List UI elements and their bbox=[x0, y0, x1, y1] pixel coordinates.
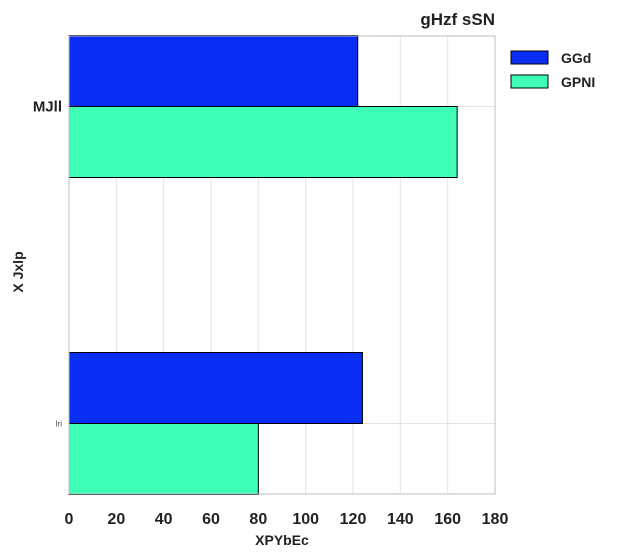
bar-ggd-1 bbox=[68, 352, 363, 424]
legend: GGd GPNI bbox=[510, 50, 595, 90]
bar-gpni-0 bbox=[68, 106, 458, 178]
x-tick-label: 140 bbox=[387, 511, 414, 528]
x-tick-label: 60 bbox=[202, 511, 220, 528]
bar-gpni-1 bbox=[68, 423, 259, 495]
legend-swatch-gpni bbox=[510, 74, 549, 89]
x-tick-label: 160 bbox=[434, 511, 461, 528]
legend-label-gpni: GPNI bbox=[561, 74, 595, 90]
legend-label-ggd: GGd bbox=[561, 50, 591, 66]
bar-ggd-0 bbox=[68, 35, 359, 107]
x-tick-label: 20 bbox=[107, 511, 125, 528]
y-tick-label: lri bbox=[56, 420, 62, 429]
x-tick-label: 40 bbox=[155, 511, 173, 528]
legend-swatch-ggd bbox=[510, 50, 549, 65]
y-tick-labels: MJll lri bbox=[33, 99, 62, 429]
y-tick-label: MJll bbox=[33, 99, 62, 116]
bars-group bbox=[68, 35, 458, 495]
plot-frame bbox=[68, 35, 496, 495]
x-tick-label: 180 bbox=[482, 511, 509, 528]
x-axis-label: XPYbEc bbox=[255, 532, 309, 548]
chart-title: gHzf sSN bbox=[420, 10, 495, 29]
x-tick-label: 100 bbox=[292, 511, 319, 528]
x-tick-label: 80 bbox=[249, 511, 267, 528]
x-tick-label: 120 bbox=[340, 511, 367, 528]
x-tick-label: 0 bbox=[65, 511, 74, 528]
x-tick-labels: 0 20 40 60 80 100 120 140 160 180 bbox=[65, 511, 509, 528]
y-axis-label: X Jxlp bbox=[10, 251, 26, 292]
